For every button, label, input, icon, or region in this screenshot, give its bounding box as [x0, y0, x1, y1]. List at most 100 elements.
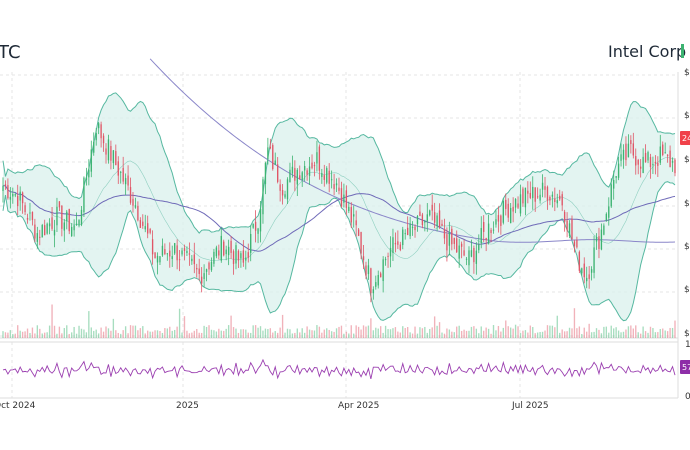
candle-body	[299, 175, 301, 180]
candle-body	[409, 223, 411, 237]
volume-bar	[603, 326, 605, 338]
candle-body	[7, 185, 9, 199]
candle-body	[475, 250, 478, 264]
candle-body	[527, 190, 529, 194]
candle-body	[311, 162, 313, 169]
volume-bar	[426, 332, 428, 338]
volume-bar	[345, 331, 348, 338]
candle-body	[549, 196, 551, 201]
volume-bar	[485, 327, 487, 338]
candle-body	[573, 241, 576, 247]
candle-body	[335, 183, 338, 186]
volume-bar	[409, 332, 411, 338]
candle-body	[83, 177, 85, 213]
candle-body	[357, 229, 360, 236]
candle-body	[215, 247, 218, 257]
volume-bar	[652, 328, 654, 338]
candle-body	[142, 221, 144, 226]
candle-body	[362, 256, 365, 261]
candle-body	[642, 156, 644, 174]
candle-body	[566, 220, 568, 231]
candle-body	[551, 194, 554, 197]
candle-body	[392, 237, 394, 253]
candle-body	[468, 250, 470, 266]
volume-bar	[573, 308, 576, 338]
volume-bar	[630, 325, 632, 338]
candle-body	[200, 276, 203, 284]
volume-bar	[196, 328, 198, 338]
candle-body	[205, 269, 208, 272]
candle-body	[483, 222, 485, 232]
candle-body	[544, 186, 546, 190]
candle-body	[26, 217, 29, 220]
candle-body	[502, 201, 504, 223]
candle-body	[355, 220, 357, 226]
candle-body	[532, 186, 534, 199]
candle-body	[208, 262, 210, 270]
volume-bar	[301, 328, 303, 338]
volume-bar	[637, 332, 639, 338]
volume-bar	[529, 325, 531, 338]
candle-body	[245, 257, 247, 261]
volume-bar	[107, 328, 110, 338]
volume-bar	[281, 314, 284, 338]
volume-bar	[105, 326, 107, 338]
volume-bar	[171, 330, 173, 338]
volume-bar	[318, 326, 321, 338]
candle-body	[343, 194, 345, 203]
volume-bar	[411, 333, 414, 338]
volume-bar	[14, 333, 16, 338]
candle-body	[63, 222, 65, 231]
candle-body	[603, 225, 605, 235]
volume-bar	[308, 329, 311, 338]
candle-body	[36, 233, 39, 242]
volume-bar	[311, 330, 313, 338]
volume-bar	[662, 328, 664, 338]
candle-body	[144, 226, 146, 230]
volume-bar	[166, 328, 168, 338]
volume-bar	[286, 328, 289, 338]
volume-bar	[186, 330, 188, 338]
candle-body	[465, 258, 468, 260]
x-tick-label: Oct 2024	[0, 401, 36, 411]
volume-bar	[605, 326, 608, 338]
candle-body	[568, 223, 571, 236]
candle-body	[429, 210, 431, 216]
candle-body	[2, 185, 4, 192]
volume-bar	[399, 332, 401, 338]
price-axis-label: $	[684, 285, 690, 295]
volume-bar	[568, 327, 571, 338]
volume-bar	[220, 330, 222, 338]
candle-body	[367, 265, 370, 275]
volume-bar	[267, 329, 269, 338]
candle-body	[421, 214, 424, 226]
candle-body	[117, 161, 119, 176]
candle-body	[139, 220, 142, 228]
volume-bar	[348, 333, 350, 338]
volume-bar	[144, 333, 146, 338]
volume-bar	[279, 327, 281, 338]
volume-bar	[218, 328, 220, 338]
volume-bar	[269, 328, 272, 338]
candle-body	[193, 254, 195, 265]
volume-bar	[639, 333, 642, 338]
candle-body	[674, 159, 676, 174]
volume-bar	[524, 330, 527, 338]
price-axis-label: $	[684, 155, 690, 165]
x-tick-label: Jul 2025	[511, 401, 549, 411]
volume-bar	[414, 326, 416, 338]
volume-bar	[478, 333, 480, 338]
candle-body	[441, 223, 443, 226]
volume-bar	[100, 327, 102, 338]
candle-body	[14, 194, 16, 196]
volume-bar	[291, 333, 294, 338]
candle-body	[203, 273, 205, 279]
candle-body	[323, 175, 325, 180]
volume-bar	[473, 326, 475, 338]
candle-body	[446, 234, 448, 251]
volume-bar	[453, 332, 455, 338]
volume-bar	[93, 330, 95, 338]
volume-bar	[127, 333, 129, 338]
volume-bar	[225, 328, 227, 338]
candle-body	[522, 188, 524, 204]
